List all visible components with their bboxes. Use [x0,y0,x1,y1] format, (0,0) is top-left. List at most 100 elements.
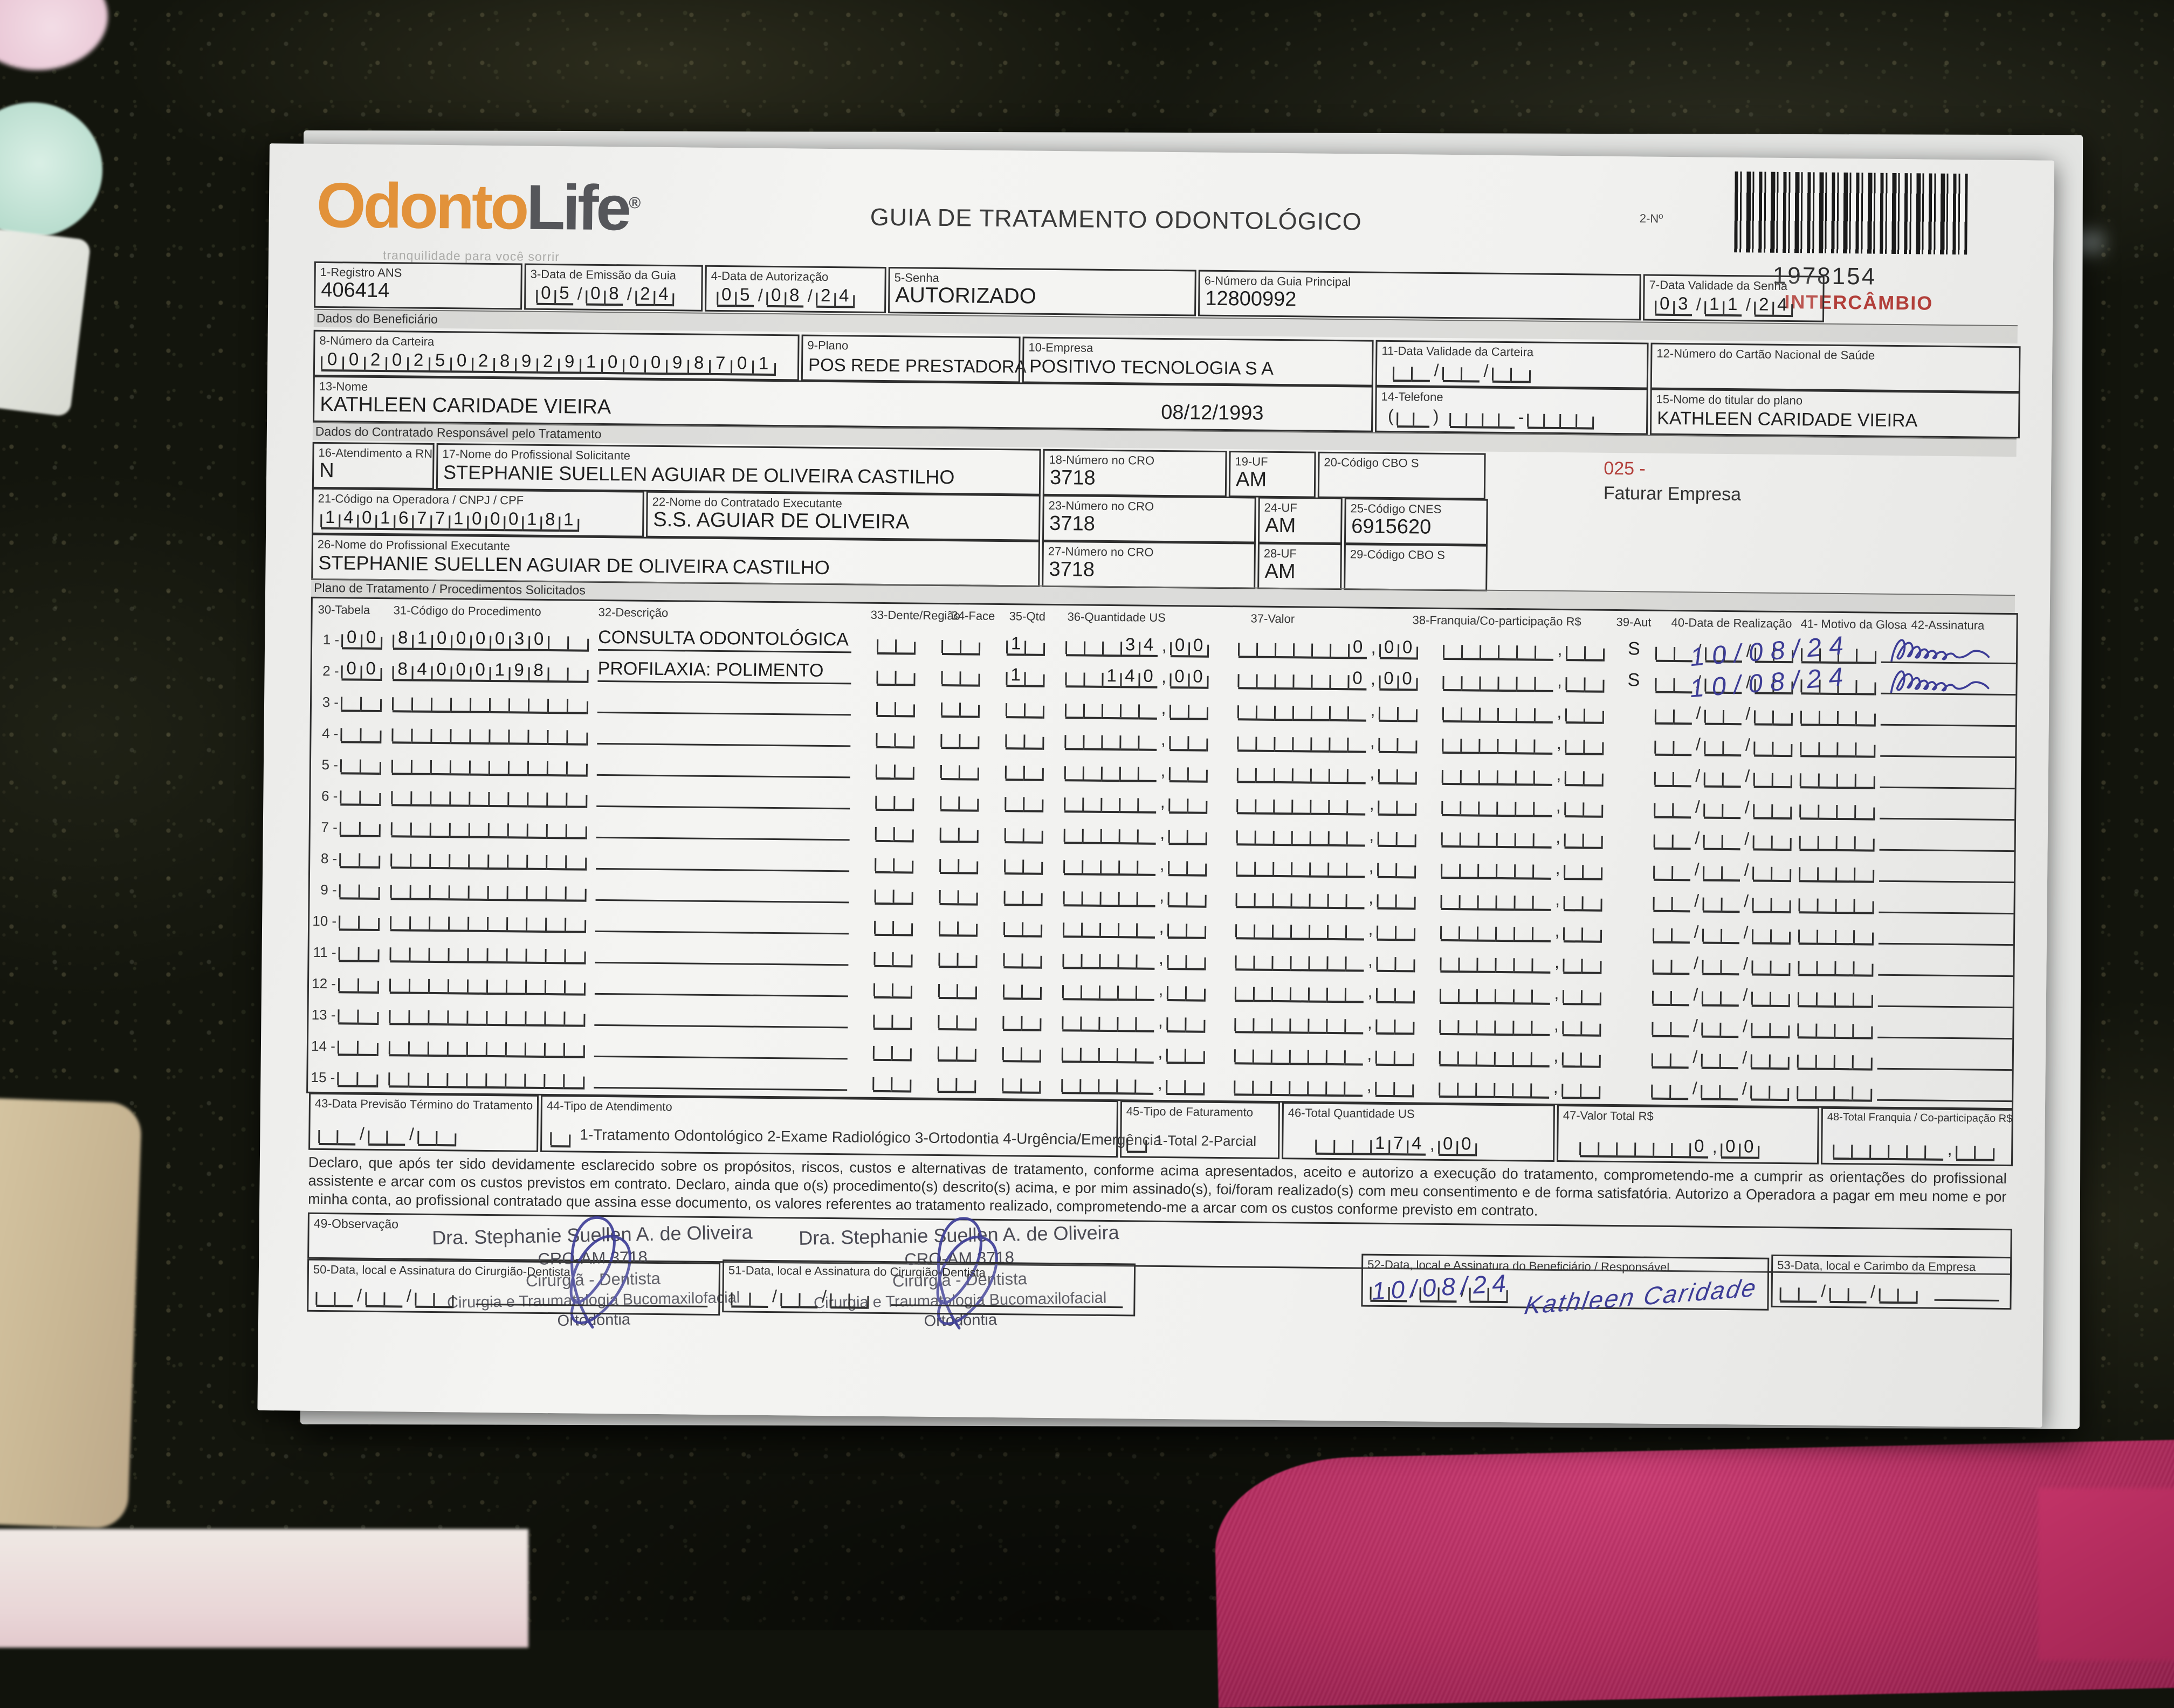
field-assinatura-beneficiario: 52-Data, local e Assinatura do Beneficiá… [1361,1254,1770,1320]
cell-tabela [338,1031,379,1056]
tipo-atendimento-options: 1-Tratamento Odontológico 2-Exame Radiol… [580,1126,1162,1148]
field-label: 18-Número no CRO [1049,452,1155,467]
field-value-comb: () - [1384,403,1594,430]
note-code-red: 025 - [1604,458,1646,479]
field-value: 6915620 [1351,515,1432,539]
field-label: 15-Nome do titular do plano [1656,392,1803,408]
cell-dente [877,629,916,655]
cell-codigo [390,906,586,933]
cell-descricao [597,711,851,716]
cell-data-realizacao: / / [1654,824,1792,851]
cell-motivo-glosa [1799,857,1874,883]
cell-codigo [392,687,588,714]
col-header-dente: 33-Dente/Região [870,608,961,623]
beige-towel [0,1096,142,1530]
cell-descricao [596,836,850,841]
cell-motivo-glosa [1797,1076,1872,1102]
field-value-comb: / / [1780,1277,1917,1304]
cell-motivo-glosa [1798,982,1873,1008]
cell-quantidade-us: , [1063,913,1206,939]
cell-face [938,1068,976,1093]
cell-assinatura-line [1879,890,2014,915]
field-label: 25-Código CNES [1350,501,1442,516]
field-label: 24-UF [1264,500,1297,515]
pink-fabric [1213,1438,2174,1708]
field-numero-guia-principal: 6-Número da Guia Principal 12800992 [1198,270,1641,321]
cell-face [939,942,977,968]
cell-tabela [339,937,379,962]
field-value: 3718 [1049,557,1095,581]
field-value-comb: / / [1393,357,1531,383]
section-contratado-label: Dados do Contratado Responsável pelo Tra… [315,424,602,441]
field-value: 12800992 [1205,287,1297,311]
field-value: KATHLEEN CARIDADE VIEIRA [1657,408,1918,431]
cell-codigo [389,1000,585,1027]
cell-data-realizacao: / / [1653,918,1791,945]
field-plano: 9-Plano POS REDE PRESTADORA [801,334,1027,383]
cell-motivo-glosa [1798,1014,1873,1039]
cell-codigo [391,750,588,777]
cell-valor: , [1237,727,1417,754]
cell-franquia: , [1441,853,1602,880]
cell-tabela [339,906,380,931]
cell-dente [873,1004,912,1030]
cell-qtd: 1 [1006,662,1044,687]
field-value: AUTORIZADO [895,283,1037,308]
row-number: 7 - [321,818,338,836]
cell-motivo-glosa [1798,920,1874,946]
cell-motivo-glosa [1797,1045,1873,1071]
cell-data-realizacao: / / [1652,981,1790,1008]
cell-data-realizacao: / / [1653,949,1790,976]
cell-qtd [1006,693,1044,719]
cell-valor: , [1237,758,1417,785]
cell-valor: , [1235,914,1415,941]
cell-descricao [596,805,850,810]
field-senha: 5-Senha AUTORIZADO [888,267,1196,316]
cell-qtd: 1 [1006,631,1045,656]
cell-qtd [1006,725,1044,750]
field-value: AM [1264,560,1296,583]
field-cartao-nacional-saude: 12-Número do Cartão Nacional de Saúde [1650,342,2021,393]
cell-tabela [340,843,380,869]
cell-face [939,880,978,906]
cell-qtd [1005,787,1043,812]
field-value: N [319,459,334,483]
cell-descricao [595,930,849,935]
odontolife-logo: OdontoLife® [316,169,641,245]
cell-franquia: , [1441,822,1603,849]
cell-descricao [595,961,849,966]
field-label: 29-Código CBO S [1350,547,1445,562]
cell-qtd [1002,1037,1041,1063]
cell-franquia: , [1442,728,1604,755]
cell-descricao [594,1055,848,1060]
cell-descricao [594,1086,848,1091]
cell-dente [873,973,912,999]
cell-dente [873,1036,912,1062]
row-number: 9 - [320,881,337,898]
section-beneficiario-label: Dados do Beneficiário [316,311,438,327]
handwritten-date: 10/08/24 [1688,662,1852,704]
cell-face [941,630,980,656]
field-label: 52-Data, local e Assinatura do Beneficiá… [1367,1257,1670,1275]
cell-quantidade-us: , [1062,975,1206,1002]
cell-motivo-glosa [1800,795,1875,821]
cell-valor: , [1234,1071,1414,1098]
col-header-codigo: 31-Código do Procedimento [393,603,541,618]
cell-dente [875,817,914,843]
cell-dente [874,911,913,936]
field-value: 3718 [1049,512,1096,535]
cell-assinatura-line [1879,827,2014,852]
logo-life-text: Life [526,171,629,244]
cell-dente [876,692,915,718]
field-cbo-solicitante: 20-Código CBO S [1317,451,1486,500]
cell-descricao [595,899,849,904]
cell-aut: S [1627,638,1640,659]
cell-valor: , [1234,1039,1414,1066]
cell-data-realizacao: / / [1654,762,1792,789]
cell-qtd [1003,912,1042,938]
